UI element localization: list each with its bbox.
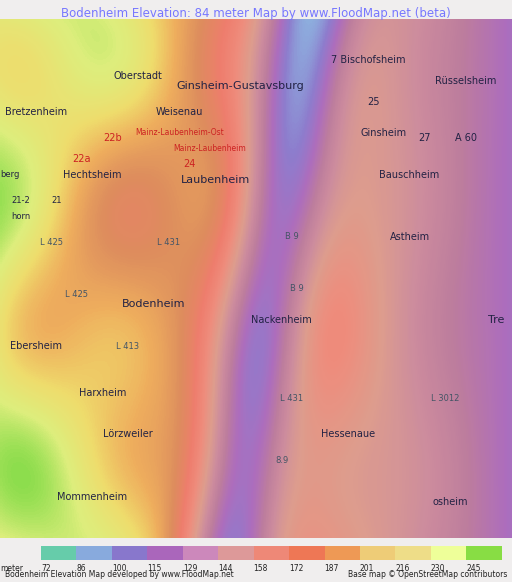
Text: L 413: L 413 [116, 342, 140, 350]
Text: 86: 86 [76, 563, 86, 573]
FancyBboxPatch shape [147, 546, 183, 560]
Text: Hechtsheim: Hechtsheim [63, 169, 121, 179]
Text: Weisenau: Weisenau [156, 107, 203, 117]
Text: meter: meter [0, 563, 23, 573]
Text: 245: 245 [466, 563, 481, 573]
Text: Hessenaue: Hessenaue [321, 430, 375, 439]
Text: Bodenheim: Bodenheim [122, 300, 185, 310]
Text: Ginsheim-Gustavsburg: Ginsheim-Gustavsburg [177, 81, 305, 91]
Text: 216: 216 [395, 563, 410, 573]
Text: L 3012: L 3012 [431, 393, 460, 403]
FancyBboxPatch shape [41, 546, 76, 560]
Text: 144: 144 [218, 563, 232, 573]
Text: A 60: A 60 [455, 133, 477, 143]
FancyBboxPatch shape [112, 546, 147, 560]
FancyBboxPatch shape [289, 546, 325, 560]
Text: Bauschheim: Bauschheim [379, 169, 440, 179]
FancyBboxPatch shape [76, 546, 112, 560]
Text: horn: horn [11, 212, 30, 221]
Text: 21-2: 21-2 [11, 196, 30, 205]
Text: L 431: L 431 [280, 393, 304, 403]
Text: Nackenheim: Nackenheim [251, 315, 312, 325]
Text: Laubenheim: Laubenheim [180, 175, 250, 184]
Text: Bodenheim Elevation: 84 meter Map by www.FloodMap.net (beta): Bodenheim Elevation: 84 meter Map by www… [61, 6, 451, 20]
Text: 129: 129 [183, 563, 197, 573]
Text: 172: 172 [289, 563, 304, 573]
Text: 187: 187 [325, 563, 339, 573]
Text: B 9: B 9 [285, 232, 298, 242]
FancyBboxPatch shape [253, 546, 289, 560]
FancyBboxPatch shape [218, 546, 253, 560]
Text: Base map © OpenStreetMap contributors: Base map © OpenStreetMap contributors [348, 570, 507, 579]
Text: 72: 72 [41, 563, 51, 573]
Text: Harxheim: Harxheim [79, 388, 126, 398]
Text: 7 Bischofsheim: 7 Bischofsheim [331, 55, 406, 65]
Text: 25: 25 [368, 97, 380, 107]
Text: Mainz-Laubenheim-Ost: Mainz-Laubenheim-Ost [135, 129, 224, 137]
Text: Astheim: Astheim [390, 232, 430, 242]
Text: Mainz-Laubenheim: Mainz-Laubenheim [174, 144, 246, 153]
Text: Bodenheim Elevation Map developed by www.FloodMap.net: Bodenheim Elevation Map developed by www… [5, 570, 234, 579]
Text: 230: 230 [431, 563, 445, 573]
FancyBboxPatch shape [466, 546, 502, 560]
Text: Mommenheim: Mommenheim [57, 492, 127, 502]
Text: L 425: L 425 [40, 237, 62, 247]
Text: B 9: B 9 [290, 285, 304, 293]
Text: Oberstadt: Oberstadt [114, 71, 163, 81]
Text: osheim: osheim [433, 497, 468, 507]
FancyBboxPatch shape [325, 546, 360, 560]
FancyBboxPatch shape [395, 546, 431, 560]
Text: Ebersheim: Ebersheim [10, 341, 62, 351]
Text: 100: 100 [112, 563, 126, 573]
Text: Ginsheim: Ginsheim [361, 128, 407, 138]
Text: L 425: L 425 [66, 290, 88, 299]
Text: 22b: 22b [103, 133, 122, 143]
Text: Tre: Tre [488, 315, 505, 325]
Text: 21: 21 [51, 196, 61, 205]
Text: Rüsselsheim: Rüsselsheim [435, 76, 497, 86]
Text: 24: 24 [183, 159, 196, 169]
Text: 27: 27 [419, 133, 431, 143]
Text: 158: 158 [253, 563, 268, 573]
Text: 22a: 22a [73, 154, 91, 164]
FancyBboxPatch shape [431, 546, 466, 560]
FancyBboxPatch shape [183, 546, 218, 560]
Text: 115: 115 [147, 563, 162, 573]
Text: Bretzenheim: Bretzenheim [5, 107, 67, 117]
Text: 201: 201 [360, 563, 374, 573]
Text: L 431: L 431 [157, 237, 181, 247]
Text: 8.9: 8.9 [275, 456, 288, 465]
Text: berg: berg [1, 170, 20, 179]
FancyBboxPatch shape [360, 546, 395, 560]
Text: Lörzweiler: Lörzweiler [103, 430, 153, 439]
